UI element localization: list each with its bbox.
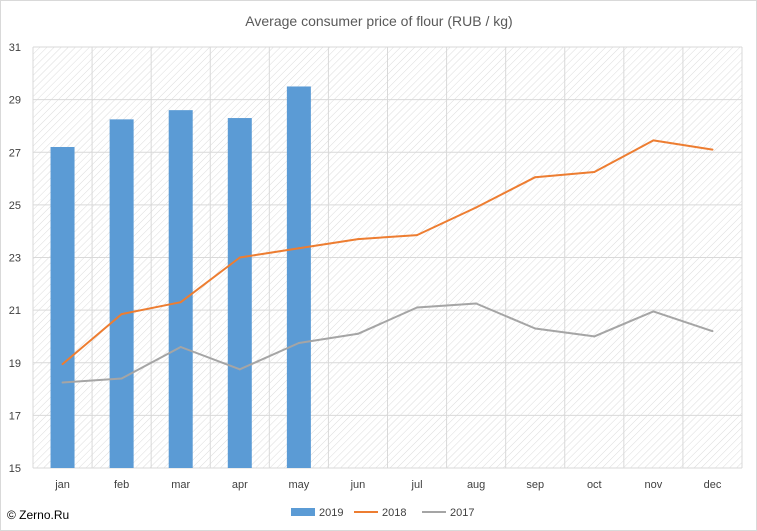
point-2017-oct <box>593 335 596 338</box>
bar-2019-feb <box>109 119 134 468</box>
point-2018-aug <box>475 206 478 209</box>
x-tick-label: nov <box>645 479 663 491</box>
plot-area: 15 17 19 21 23 25 27 29 31 jan feb mar apr may jun jul a… <box>9 42 743 519</box>
point-2018-mar <box>179 301 182 304</box>
point-2017-sep <box>534 327 537 330</box>
x-tick-label: jan <box>54 479 70 491</box>
x-tick-label: may <box>288 479 309 491</box>
series-line-2018 <box>61 139 713 365</box>
x-tick-label: dec <box>704 479 722 491</box>
point-2017-jan <box>61 381 64 384</box>
point-2018-may <box>297 247 300 250</box>
chart-title: Average consumer price of flour (RUB / k… <box>245 13 512 29</box>
legend-swatch-2019 <box>291 508 315 516</box>
bar-2019-mar <box>168 110 193 469</box>
point-2018-apr <box>238 256 241 259</box>
point-2018-jul <box>416 234 419 237</box>
y-tick-label: 21 <box>9 305 21 317</box>
y-tick-label: 23 <box>9 253 21 265</box>
point-2017-may <box>297 342 300 345</box>
point-2018-nov <box>652 139 655 142</box>
watermark-text: © Zerno.Ru <box>7 508 69 522</box>
bar-2019-jan <box>50 146 75 469</box>
point-2017-apr <box>238 368 241 371</box>
x-tick-label: oct <box>587 479 602 491</box>
x-tick-label: feb <box>114 479 129 491</box>
x-tick-label: jul <box>411 479 423 491</box>
x-tick-label: mar <box>171 479 190 491</box>
point-2017-feb <box>120 377 123 380</box>
legend-label-2018: 2018 <box>382 507 406 519</box>
legend-label-2019: 2019 <box>319 507 343 519</box>
series-line-2017 <box>62 302 713 384</box>
point-2018-feb <box>120 313 123 316</box>
legend-label-2017: 2017 <box>450 507 474 519</box>
point-2017-dec <box>711 330 714 333</box>
bar-2019-apr <box>227 118 252 468</box>
point-2017-jun <box>356 332 359 335</box>
point-2018-jan <box>61 363 64 366</box>
x-tick-label: apr <box>232 479 248 491</box>
y-tick-label: 27 <box>9 147 21 159</box>
x-tick-label: aug <box>467 479 485 491</box>
y-tick-label: 19 <box>9 358 21 370</box>
x-tick-label: sep <box>526 479 544 491</box>
y-tick-label: 17 <box>9 410 21 422</box>
point-2017-mar <box>179 345 182 348</box>
y-tick-label: 25 <box>9 200 21 212</box>
y-tick-label: 15 <box>9 463 21 475</box>
point-2018-dec <box>711 148 714 151</box>
point-2017-aug <box>475 302 478 305</box>
point-2017-nov <box>652 310 655 313</box>
point-2017-jul <box>416 306 419 309</box>
point-2018-jun <box>356 238 359 241</box>
bar-2019-may <box>286 86 311 468</box>
point-2018-sep <box>534 176 537 179</box>
x-tick-label: jun <box>350 479 366 491</box>
point-2018-oct <box>593 170 596 173</box>
y-tick-label: 29 <box>9 95 21 107</box>
y-tick-label: 31 <box>9 42 21 54</box>
